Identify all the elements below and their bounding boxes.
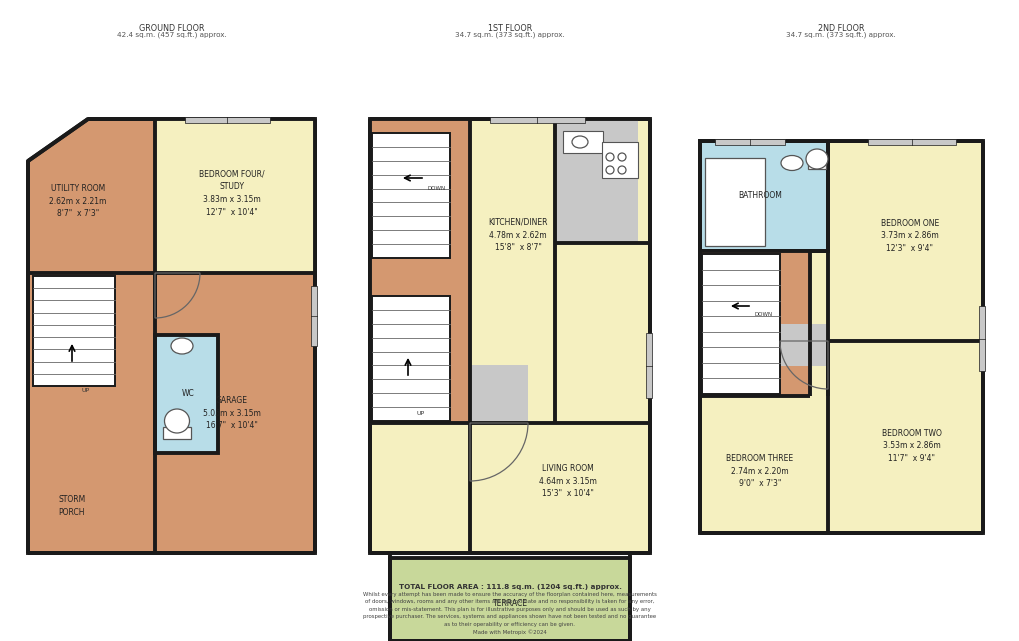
Bar bbox=[389, 558, 630, 641]
Bar bbox=[807, 155, 825, 169]
Bar bbox=[489, 117, 585, 123]
Text: 34.7 sq.m. (373 sq.ft.) approx.: 34.7 sq.m. (373 sq.ft.) approx. bbox=[786, 32, 895, 38]
Text: STORM
PORCH: STORM PORCH bbox=[58, 495, 86, 517]
Polygon shape bbox=[28, 119, 315, 553]
Ellipse shape bbox=[572, 136, 587, 148]
Text: 42.4 sq.m. (457 sq.ft.) approx.: 42.4 sq.m. (457 sq.ft.) approx. bbox=[117, 32, 226, 38]
Bar bbox=[33, 276, 115, 386]
Text: UP: UP bbox=[417, 411, 425, 416]
Bar bbox=[370, 119, 470, 423]
Text: BEDROOM ONE
3.73m x 2.86m
12'3"  x 9'4": BEDROOM ONE 3.73m x 2.86m 12'3" x 9'4" bbox=[880, 219, 938, 253]
Bar bbox=[163, 427, 191, 439]
Text: Whilst every attempt has been made to ensure the accuracy of the floorplan conta: Whilst every attempt has been made to en… bbox=[363, 592, 656, 635]
Bar bbox=[978, 306, 984, 371]
Ellipse shape bbox=[805, 149, 827, 169]
Bar bbox=[184, 117, 270, 123]
Bar bbox=[704, 158, 764, 246]
Text: GARAGE
5.05m x 3.15m
16'7"  x 10'4": GARAGE 5.05m x 3.15m 16'7" x 10'4" bbox=[203, 395, 261, 430]
Bar bbox=[372, 296, 449, 421]
Text: LIVING ROOM
4.64m x 3.15m
15'3"  x 10'4": LIVING ROOM 4.64m x 3.15m 15'3" x 10'4" bbox=[538, 463, 596, 498]
Bar bbox=[780, 324, 829, 366]
Text: BATHROOM: BATHROOM bbox=[738, 192, 782, 201]
Bar bbox=[601, 142, 637, 178]
Bar bbox=[699, 251, 809, 396]
Bar bbox=[155, 335, 218, 453]
Bar bbox=[562, 131, 602, 153]
Bar bbox=[554, 119, 637, 243]
Text: DOWN: DOWN bbox=[754, 312, 772, 317]
Text: BEDROOM FOUR/
STUDY
3.83m x 3.15m
12'7"  x 10'4": BEDROOM FOUR/ STUDY 3.83m x 3.15m 12'7" … bbox=[199, 169, 265, 217]
Bar bbox=[701, 254, 780, 394]
Bar bbox=[372, 133, 449, 258]
Bar bbox=[645, 333, 651, 398]
Ellipse shape bbox=[781, 156, 802, 171]
Text: GROUND FLOOR: GROUND FLOOR bbox=[140, 24, 205, 33]
Bar bbox=[699, 141, 982, 533]
Text: 34.7 sq.m. (373 sq.ft.) approx.: 34.7 sq.m. (373 sq.ft.) approx. bbox=[454, 32, 565, 38]
Text: BEDROOM TWO
3.53m x 2.86m
11'7"  x 9'4": BEDROOM TWO 3.53m x 2.86m 11'7" x 9'4" bbox=[881, 429, 941, 463]
Bar bbox=[155, 119, 315, 273]
Text: DOWN: DOWN bbox=[428, 186, 445, 191]
Text: 2ND FLOOR: 2ND FLOOR bbox=[817, 24, 863, 33]
Bar bbox=[470, 365, 528, 423]
Text: KITCHEN/DINER
4.78m x 2.62m
15'8"  x 8'7": KITCHEN/DINER 4.78m x 2.62m 15'8" x 8'7" bbox=[488, 218, 547, 253]
Text: TERRACE: TERRACE bbox=[492, 599, 527, 608]
Text: UP: UP bbox=[82, 388, 90, 394]
Text: WC: WC bbox=[181, 388, 195, 397]
Text: UTILITY ROOM
2.62m x 2.21m
8'7"  x 7'3": UTILITY ROOM 2.62m x 2.21m 8'7" x 7'3" bbox=[49, 184, 107, 219]
Text: TOTAL FLOOR AREA : 111.8 sq.m. (1204 sq.ft.) approx.: TOTAL FLOOR AREA : 111.8 sq.m. (1204 sq.… bbox=[398, 584, 621, 590]
Ellipse shape bbox=[164, 409, 190, 433]
Bar bbox=[370, 119, 649, 553]
Bar bbox=[714, 139, 785, 145]
Bar bbox=[867, 139, 955, 145]
Text: 1ST FLOOR: 1ST FLOOR bbox=[487, 24, 532, 33]
Bar bbox=[699, 141, 827, 251]
Bar bbox=[311, 286, 317, 346]
Text: BEDROOM THREE
2.74m x 2.20m
9'0"  x 7'3": BEDROOM THREE 2.74m x 2.20m 9'0" x 7'3" bbox=[726, 454, 793, 488]
Ellipse shape bbox=[171, 338, 193, 354]
